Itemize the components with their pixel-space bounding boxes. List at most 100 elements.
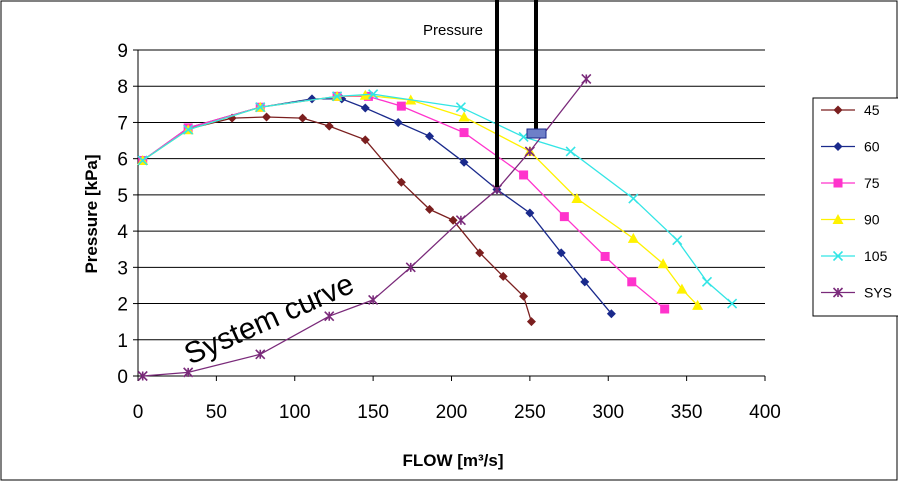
x-tick-label: 50 <box>206 402 227 423</box>
data-point-75 <box>459 128 469 138</box>
chart-title: Pressure <box>423 22 483 39</box>
x-tick-labels: 0 50 100 150 200 250 300 350 400 <box>133 402 781 423</box>
data-point-60 <box>307 94 317 104</box>
data-point-SYS <box>324 311 335 322</box>
data-point-45 <box>298 113 308 123</box>
y-tick-label: 2 <box>117 295 128 316</box>
y-tick-label: 7 <box>117 113 128 134</box>
data-point-45 <box>262 112 272 122</box>
data-point-SYS <box>455 215 466 226</box>
data-point-SYS <box>183 367 194 378</box>
data-point-60 <box>580 277 590 287</box>
y-tick-label: 5 <box>117 186 128 207</box>
legend-item-SYS: SYS <box>821 285 892 301</box>
legend-label: SYS <box>864 285 892 301</box>
data-point-90 <box>627 232 639 243</box>
data-point-SYS <box>581 73 592 85</box>
data-point-60 <box>425 131 435 141</box>
data-point-45 <box>360 135 370 145</box>
data-point-45 <box>448 215 458 225</box>
data-point-45 <box>425 204 435 214</box>
data-point-90 <box>571 193 583 204</box>
y-tick-labels: 0 1 2 3 4 5 6 7 8 9 <box>117 41 128 388</box>
series-105 <box>137 89 738 309</box>
data-point-SYS <box>524 146 535 157</box>
legend-marker <box>832 250 844 262</box>
data-point-105 <box>183 124 194 135</box>
legend-label: 75 <box>864 175 880 191</box>
y-tick-label: 0 <box>117 367 128 388</box>
series-line-105 <box>142 93 733 305</box>
x-tick-label: 100 <box>279 402 311 423</box>
data-point-SYS <box>137 370 148 382</box>
data-point-75 <box>600 251 610 261</box>
data-point-SYS <box>368 294 379 305</box>
legend-item-105: 105 <box>821 248 888 264</box>
series-line-SYS <box>142 78 587 377</box>
data-point-105 <box>255 102 266 113</box>
data-point-105 <box>628 193 639 204</box>
y-tick-label: 1 <box>117 331 128 352</box>
y-axis-title: Pressure [kPa] <box>82 154 101 273</box>
data-point-105 <box>727 298 738 309</box>
legend: 45 60 75 90 105 SYS <box>812 97 898 317</box>
data-point-SYS <box>405 262 416 273</box>
x-tick-label: 400 <box>749 402 781 423</box>
legend-marker <box>832 214 844 224</box>
x-axis-title: FLOW [m³/s] <box>402 451 503 470</box>
data-point-75 <box>519 170 529 180</box>
data-point-45 <box>519 291 529 301</box>
data-point-75 <box>559 212 569 222</box>
data-point-60 <box>459 157 469 167</box>
x-tick-label: 300 <box>592 402 624 423</box>
data-point-60 <box>525 208 535 218</box>
data-point-90 <box>676 283 688 294</box>
legend-item-75: 75 <box>821 175 880 191</box>
data-point-45 <box>324 121 334 131</box>
data-point-105 <box>332 91 343 102</box>
legend-marker <box>833 142 843 151</box>
legend-item-60: 60 <box>821 139 880 155</box>
y-tick-label: 8 <box>117 77 128 98</box>
data-point-105 <box>565 146 576 157</box>
legend-label: 90 <box>864 212 880 228</box>
data-point-45 <box>498 271 508 281</box>
data-point-45 <box>526 317 536 327</box>
data-point-60 <box>360 103 370 113</box>
legend-marker <box>833 105 843 115</box>
series-line-45 <box>142 116 533 322</box>
legend-label: 105 <box>864 248 888 264</box>
y-tick-label: 6 <box>117 150 128 171</box>
series-SYS <box>137 73 592 382</box>
data-point-60 <box>556 248 566 258</box>
series-layer <box>137 73 738 382</box>
legend-marker <box>833 178 843 188</box>
data-point-45 <box>396 177 406 187</box>
legend-item-90: 90 <box>821 212 880 228</box>
data-point-105 <box>701 276 713 287</box>
data-point-90 <box>692 299 704 310</box>
pressure-indicator <box>495 0 547 187</box>
indicator-marker <box>526 128 547 139</box>
data-point-60 <box>393 117 403 127</box>
y-tick-label: 9 <box>117 41 128 62</box>
data-point-105 <box>368 89 379 100</box>
y-tick-label: 3 <box>117 258 128 279</box>
data-point-75 <box>396 101 406 111</box>
y-tick-label: 4 <box>117 222 128 243</box>
data-point-105 <box>672 235 683 246</box>
legend-marker <box>832 287 844 298</box>
x-tick-label: 200 <box>436 402 468 423</box>
data-point-60 <box>606 309 616 319</box>
data-point-90 <box>458 111 470 122</box>
data-point-105 <box>137 155 148 166</box>
data-point-45 <box>475 248 485 258</box>
x-tick-label: 350 <box>671 402 703 423</box>
data-point-75 <box>660 304 670 314</box>
legend-label: 45 <box>864 102 880 118</box>
x-tick-label: 250 <box>514 402 546 423</box>
data-point-90 <box>657 258 669 269</box>
